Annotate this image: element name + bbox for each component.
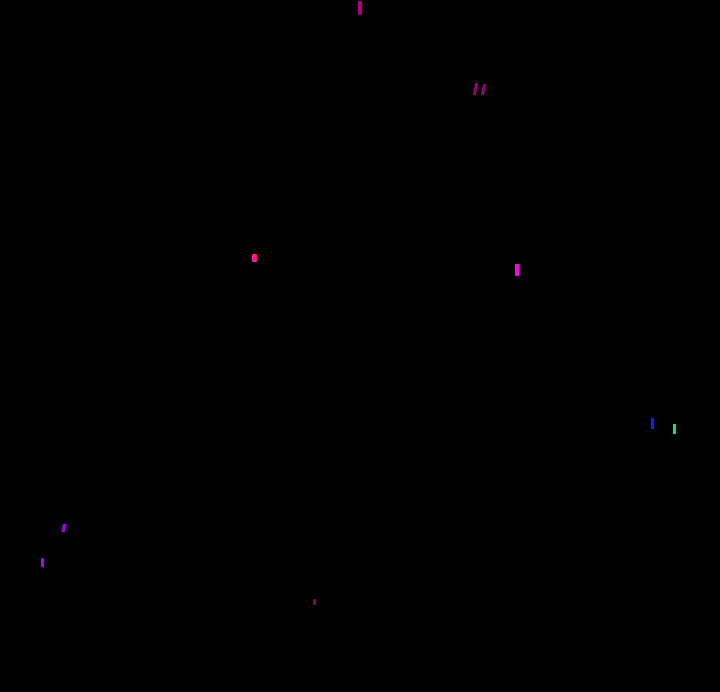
mark-glyph-mark-lower-left-violet-bar [41,558,44,567]
mark-glyph-mark-top-center [358,1,362,15]
mark-lower-left-violet-slash [61,524,67,532]
mark-center-left-dot [252,254,257,262]
mark-glyph-mark-lower-right-blue [651,418,654,429]
mark-lower-right-green [673,424,676,434]
mark-glyph-slash [61,524,67,532]
mark-top-center [358,1,362,15]
mark-glyph-mark-center-left-dot [252,254,257,262]
mark-glyph-slash [472,83,479,95]
mark-glyph-mark-lower-right-green [673,424,676,434]
mark-glyph-mark-center-right-bar [515,264,519,276]
mark-lower-left-violet-bar [41,558,44,567]
mark-upper-right-pair-left [472,83,479,95]
mark-glyph-mark-bottom-center-dot [313,599,316,605]
mark-upper-right-pair-right [480,84,487,95]
mark-bottom-center-dot [313,599,316,605]
mark-center-right-bar [515,264,519,276]
mark-glyph-paren [480,84,487,95]
mark-lower-right-blue [651,418,654,429]
